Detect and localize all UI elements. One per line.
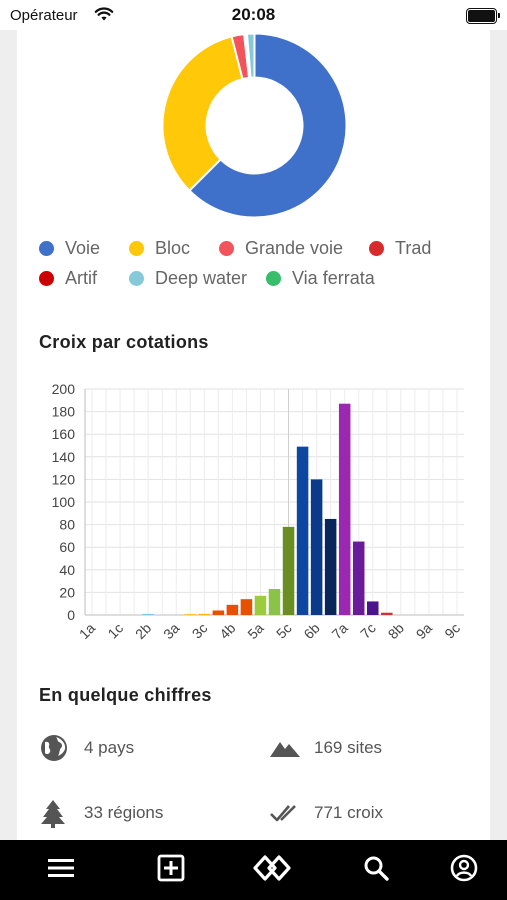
menu-icon: [47, 857, 75, 884]
add-button[interactable]: [156, 854, 186, 887]
bar-4b[interactable]: [226, 604, 239, 615]
y-tick-label: 20: [59, 584, 75, 600]
donut-slice-bloc: [161, 35, 244, 192]
x-tick-label: 1a: [76, 620, 98, 642]
y-tick-label: 100: [52, 494, 76, 510]
bar-6b[interactable]: [310, 479, 323, 615]
wifi-icon: [94, 6, 114, 27]
legend-dot: [129, 241, 144, 256]
battery-icon: [466, 8, 500, 24]
carrier-label: Opérateur: [10, 7, 78, 24]
double-check-icon: [269, 798, 303, 828]
bar-8a[interactable]: [381, 612, 393, 615]
x-tick-label: 7c: [357, 620, 379, 642]
y-tick-label: 160: [52, 426, 76, 442]
legend-label: Trad: [395, 238, 432, 258]
bar-5b[interactable]: [268, 589, 281, 615]
status-time: 20:08: [231, 5, 276, 24]
stat-sites: 169 sites: [269, 733, 382, 763]
x-tick-label: 9a: [413, 620, 435, 642]
bar-6a[interactable]: [296, 446, 309, 615]
legend-label: Deep water: [155, 268, 248, 288]
legend-item-deep-water[interactable]: Deep water: [129, 268, 247, 289]
legend-dot: [129, 271, 144, 286]
x-tick-label: 3a: [160, 620, 182, 642]
x-tick-label: 8b: [385, 620, 407, 642]
donut-slice-deep-water: [245, 32, 256, 79]
x-tick-label: 6b: [300, 620, 322, 642]
legend-dot: [369, 241, 384, 256]
bar-2b[interactable]: [142, 613, 154, 615]
stats-card: Voie Bloc Grande voie Trad Artif Deep wa…: [17, 30, 490, 840]
discipline-donut-chart: [161, 32, 348, 219]
legend-label: Artif: [65, 268, 98, 288]
search-button[interactable]: [361, 855, 391, 885]
x-tick-label: 5c: [273, 620, 295, 642]
y-tick-label: 60: [59, 539, 75, 555]
bar-6c[interactable]: [324, 518, 337, 615]
legend-label: Bloc: [155, 238, 191, 258]
mountain-icon: [269, 733, 303, 763]
bar-5c[interactable]: [282, 526, 295, 615]
bar-7a[interactable]: [338, 403, 351, 615]
grades-bar-chart: 0 20 40 60 80 100 120 140 160 180 200 1a 1c 2b 3a 3c 4b 5…: [17, 375, 490, 665]
status-bar: Opérateur 20:08: [0, 0, 507, 30]
search-icon: [363, 855, 389, 886]
x-tick-label: 9c: [441, 620, 463, 642]
stats-section-title: En quelque chiffres: [39, 685, 212, 705]
y-tick-label: 200: [52, 381, 76, 397]
legend-label: Grande voie: [245, 238, 344, 258]
bar-7c[interactable]: [367, 601, 379, 615]
stat-regions-text: 33 régions: [84, 803, 164, 822]
x-tick-label: 7a: [328, 620, 350, 642]
legend-dot: [39, 271, 54, 286]
grades-section-title: Croix par cotations: [39, 332, 209, 352]
stat-ascents: 771 croix: [269, 798, 383, 828]
x-tick-label: 4b: [216, 620, 238, 642]
stat-countries-text: 4 pays: [84, 738, 135, 757]
stat-ascents-text: 771 croix: [314, 803, 383, 822]
stat-sites-text: 169 sites: [314, 738, 383, 757]
x-tick-label: 3c: [189, 620, 211, 642]
profile-button[interactable]: [449, 854, 479, 887]
x-tick-label: 5a: [244, 620, 266, 642]
bar-3c[interactable]: [198, 613, 211, 615]
y-tick-label: 40: [59, 562, 75, 578]
y-tick-label: 140: [52, 449, 76, 465]
legend-item-voie[interactable]: Voie: [39, 238, 100, 259]
bar-4c[interactable]: [240, 599, 253, 615]
tree-icon: [39, 798, 73, 828]
y-tick-label: 80: [59, 517, 75, 533]
y-tick-label: 120: [52, 471, 76, 487]
logo-icon: [252, 853, 292, 888]
legend-item-grande-voie[interactable]: Grande voie: [219, 238, 343, 259]
legend-item-bloc[interactable]: Bloc: [129, 238, 190, 259]
bar-7b[interactable]: [352, 541, 365, 615]
home-button[interactable]: [252, 853, 292, 888]
legend-item-trad[interactable]: Trad: [369, 238, 431, 259]
y-tick-label: 180: [52, 404, 76, 420]
legend-item-artif[interactable]: Artif: [39, 268, 97, 289]
legend-label: Voie: [65, 238, 101, 258]
stat-regions: 33 régions: [39, 798, 163, 828]
legend-item-via-ferrata[interactable]: Via ferrata: [266, 268, 375, 289]
x-tick-label: 1c: [104, 620, 126, 642]
profile-icon: [450, 854, 478, 887]
globe-icon: [39, 733, 73, 763]
x-tick-label: 2b: [132, 620, 154, 642]
bar-4a[interactable]: [212, 610, 225, 615]
legend-dot: [266, 271, 281, 286]
legend-label: Via ferrata: [292, 268, 375, 288]
y-tick-label: 0: [67, 607, 75, 623]
menu-button[interactable]: [46, 855, 76, 885]
bottom-nav-bar: [0, 840, 507, 900]
donut-slice-voie: [188, 32, 348, 219]
bar-5a[interactable]: [254, 595, 267, 615]
add-icon: [157, 854, 185, 887]
stat-countries: 4 pays: [39, 733, 134, 763]
bar-3b[interactable]: [184, 613, 197, 615]
legend-dot: [219, 241, 234, 256]
legend-dot: [39, 241, 54, 256]
